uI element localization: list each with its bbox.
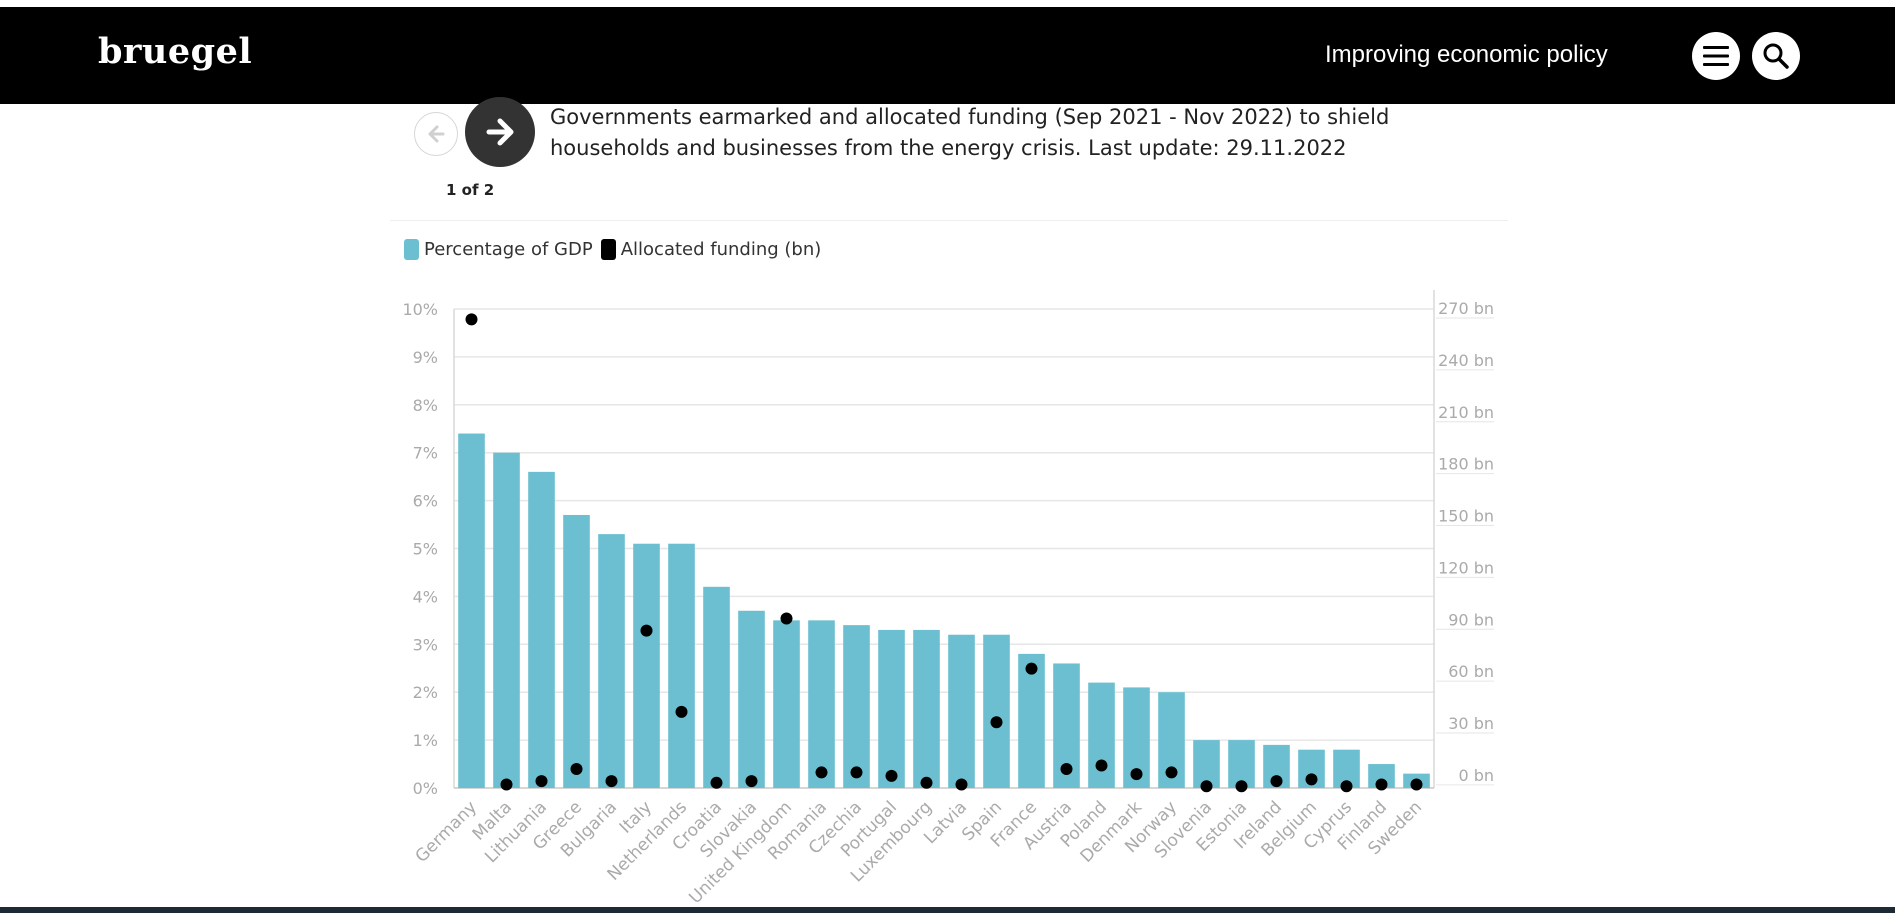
legend-item-allocated-funding[interactable]: Allocated funding (bn) xyxy=(600,239,822,260)
bar-portugal xyxy=(878,629,905,788)
next-button[interactable] xyxy=(465,97,535,167)
bar-romania xyxy=(808,620,835,788)
bottom-border xyxy=(0,907,1895,913)
legend-label: Percentage of GDP xyxy=(424,239,593,260)
y-right-tick-label: 210 bn xyxy=(1438,403,1494,422)
point-austria xyxy=(1060,762,1073,775)
bar-germany xyxy=(458,433,485,788)
legend-label: Allocated funding (bn) xyxy=(620,239,822,260)
bar-greece xyxy=(563,514,590,788)
point-latvia xyxy=(955,778,968,791)
point-luxembourg xyxy=(920,776,933,789)
bar-finland xyxy=(1368,764,1395,788)
legend-swatch-bar xyxy=(404,239,419,260)
search-icon xyxy=(1763,43,1789,69)
y-right-tick-label: 60 bn xyxy=(1448,662,1494,681)
arrow-right-icon xyxy=(486,118,514,146)
bar-estonia xyxy=(1228,740,1255,788)
y-right-tick-label: 120 bn xyxy=(1438,558,1494,577)
y-left-tick-label: 3% xyxy=(413,635,438,654)
y-left-tick-label: 4% xyxy=(413,587,438,606)
bar-italy xyxy=(633,543,660,788)
bar-poland xyxy=(1088,682,1115,788)
point-poland xyxy=(1095,759,1108,772)
bar-croatia xyxy=(703,586,730,788)
point-portugal xyxy=(885,769,898,782)
header-tagline: Improving economic policy xyxy=(1325,41,1608,68)
point-slovakia xyxy=(745,775,758,788)
bar-bulgaria xyxy=(598,534,625,788)
y-left-tick-label: 9% xyxy=(413,348,438,367)
bruegel-logo[interactable]: bruegel xyxy=(98,31,253,72)
legend-swatch-dot xyxy=(600,239,616,260)
point-lithuania xyxy=(535,775,548,788)
bar-lithuania xyxy=(528,471,555,788)
point-slovenia xyxy=(1200,780,1213,793)
y-right-tick-label: 240 bn xyxy=(1438,351,1494,370)
point-czechia xyxy=(850,766,863,779)
point-cyprus xyxy=(1340,780,1353,793)
y-right-tick-label: 270 bn xyxy=(1438,299,1494,318)
site-header: bruegel Improving economic policy xyxy=(0,7,1895,104)
point-italy xyxy=(640,624,653,637)
point-greece xyxy=(570,762,583,775)
point-netherlands xyxy=(675,705,688,718)
y-left-tick-label: 8% xyxy=(413,396,438,415)
point-estonia xyxy=(1235,780,1248,793)
point-denmark xyxy=(1130,768,1143,781)
point-romania xyxy=(815,766,828,779)
pager-indicator: 1 of 2 xyxy=(446,181,495,199)
hamburger-menu-icon xyxy=(1703,46,1729,66)
y-right-tick-label: 30 bn xyxy=(1448,714,1494,733)
y-left-tick-label: 2% xyxy=(413,683,438,702)
bar-netherlands xyxy=(668,543,695,788)
bar-slovakia xyxy=(738,610,765,788)
y-right-tick-label: 180 bn xyxy=(1438,455,1494,474)
point-ireland xyxy=(1270,775,1283,788)
y-right-tick-label: 90 bn xyxy=(1448,610,1494,629)
point-bulgaria xyxy=(605,775,618,788)
search-button[interactable] xyxy=(1752,32,1800,80)
y-left-tick-label: 5% xyxy=(413,540,438,559)
point-france xyxy=(1025,662,1038,675)
chart-description: Governments earmarked and allocated fund… xyxy=(550,105,1390,160)
bar-latvia xyxy=(948,634,975,788)
previous-button[interactable] xyxy=(414,112,458,156)
point-croatia xyxy=(710,776,723,789)
bar-france xyxy=(1018,653,1045,788)
y-left-tick-label: 6% xyxy=(413,492,438,511)
menu-button[interactable] xyxy=(1692,32,1740,80)
chart-legend: Percentage of GDP Allocated funding (bn) xyxy=(404,239,821,260)
y-right-tick-label: 150 bn xyxy=(1438,507,1494,526)
top-border xyxy=(0,0,1895,7)
y-left-tick-label: 7% xyxy=(413,444,438,463)
legend-item-percentage-of-gdp[interactable]: Percentage of GDP xyxy=(404,239,593,260)
point-norway xyxy=(1165,766,1178,779)
point-sweden xyxy=(1410,778,1423,791)
y-left-tick-label: 0% xyxy=(413,779,438,798)
bar-czechia xyxy=(843,625,870,788)
bar-luxembourg xyxy=(913,629,940,788)
point-malta xyxy=(500,778,513,791)
arrow-left-icon xyxy=(428,125,445,143)
point-united-kingdom xyxy=(780,612,793,625)
point-belgium xyxy=(1305,773,1318,786)
bar-spain xyxy=(983,634,1010,788)
y-left-tick-label: 1% xyxy=(413,731,438,750)
bar-slovenia xyxy=(1193,740,1220,788)
divider xyxy=(390,220,1508,221)
bar-united-kingdom xyxy=(773,620,800,788)
y-right-tick-label: 0 bn xyxy=(1458,766,1494,785)
point-spain xyxy=(990,716,1003,729)
bar-malta xyxy=(493,452,520,788)
point-finland xyxy=(1375,778,1388,791)
y-left-tick-label: 10% xyxy=(402,300,438,319)
point-germany xyxy=(465,313,478,326)
